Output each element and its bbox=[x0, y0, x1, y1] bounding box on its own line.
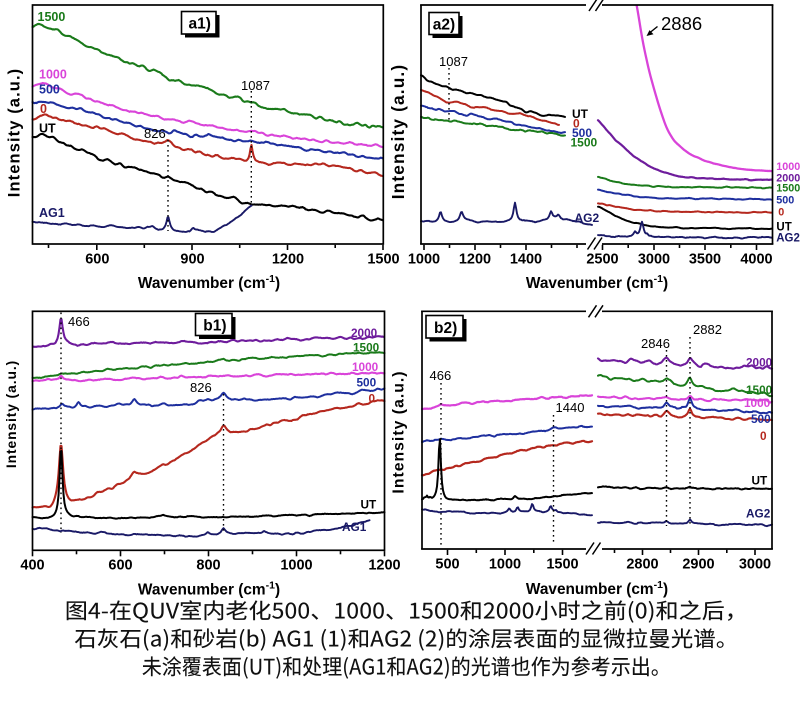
svg-text:b2): b2) bbox=[434, 320, 457, 337]
svg-text:3500: 3500 bbox=[689, 252, 721, 268]
svg-text:0: 0 bbox=[573, 117, 580, 131]
svg-text:500: 500 bbox=[751, 412, 771, 426]
svg-text:2000: 2000 bbox=[776, 172, 800, 184]
svg-text:2846: 2846 bbox=[641, 336, 670, 351]
svg-text:1500: 1500 bbox=[367, 252, 399, 268]
svg-text:600: 600 bbox=[108, 558, 132, 574]
svg-text:UT: UT bbox=[39, 122, 56, 136]
svg-text:UT: UT bbox=[776, 221, 791, 233]
svg-text:1400: 1400 bbox=[510, 252, 542, 268]
svg-text:1087: 1087 bbox=[241, 78, 270, 93]
svg-text:500: 500 bbox=[572, 126, 592, 140]
svg-text:1440: 1440 bbox=[556, 400, 585, 415]
svg-text:Wavenumber (cm-1): Wavenumber (cm-1) bbox=[526, 273, 668, 292]
svg-text:1000: 1000 bbox=[408, 252, 440, 268]
svg-text:1000: 1000 bbox=[39, 68, 67, 82]
svg-text:AG1: AG1 bbox=[39, 206, 65, 220]
svg-text:1000: 1000 bbox=[776, 161, 800, 173]
svg-text:1200: 1200 bbox=[368, 558, 400, 574]
svg-text:2000: 2000 bbox=[351, 326, 378, 340]
svg-text:2886: 2886 bbox=[661, 13, 702, 34]
svg-text:4000: 4000 bbox=[740, 252, 772, 268]
svg-text:2800: 2800 bbox=[626, 557, 658, 573]
svg-text:1000: 1000 bbox=[352, 360, 379, 374]
svg-text:AG1: AG1 bbox=[342, 520, 367, 534]
svg-text:466: 466 bbox=[68, 314, 90, 329]
svg-text:1000: 1000 bbox=[744, 396, 771, 410]
svg-text:Intensity (a.u.): Intensity (a.u.) bbox=[391, 370, 408, 493]
svg-text:600: 600 bbox=[85, 252, 109, 268]
svg-text:826: 826 bbox=[144, 126, 166, 141]
svg-text:1500: 1500 bbox=[38, 10, 66, 24]
svg-text:UT: UT bbox=[752, 474, 769, 488]
svg-text:a2): a2) bbox=[433, 17, 455, 34]
svg-text:UT: UT bbox=[361, 498, 378, 512]
svg-text:1500: 1500 bbox=[746, 383, 773, 397]
svg-text:Intensity (a.u.): Intensity (a.u.) bbox=[4, 360, 19, 468]
svg-text:3000: 3000 bbox=[739, 557, 771, 573]
svg-text:500: 500 bbox=[435, 557, 459, 573]
svg-text:Intensity (a.u.): Intensity (a.u.) bbox=[388, 64, 408, 200]
svg-text:Wavenumber (cm-1): Wavenumber (cm-1) bbox=[526, 579, 668, 598]
svg-text:500: 500 bbox=[776, 195, 794, 207]
svg-text:0: 0 bbox=[40, 102, 47, 116]
svg-text:1087: 1087 bbox=[439, 54, 468, 69]
svg-text:0: 0 bbox=[760, 429, 767, 443]
svg-text:1000: 1000 bbox=[280, 558, 312, 574]
svg-text:1500: 1500 bbox=[571, 136, 598, 150]
svg-text:1200: 1200 bbox=[272, 252, 304, 268]
svg-text:Intensity (a.u.): Intensity (a.u.) bbox=[6, 68, 24, 197]
svg-text:Wavenumber (cm-1): Wavenumber (cm-1) bbox=[138, 273, 280, 292]
svg-text:500: 500 bbox=[357, 376, 377, 390]
svg-text:AG2: AG2 bbox=[776, 233, 800, 245]
svg-text:500: 500 bbox=[39, 83, 60, 97]
svg-text:0: 0 bbox=[778, 207, 784, 219]
svg-text:b1): b1) bbox=[203, 318, 226, 335]
svg-text:900: 900 bbox=[180, 252, 204, 268]
svg-text:Wavenumber (cm-1): Wavenumber (cm-1) bbox=[138, 580, 280, 599]
svg-text:1200: 1200 bbox=[459, 252, 491, 268]
svg-text:2500: 2500 bbox=[586, 252, 618, 268]
svg-text:AG2: AG2 bbox=[746, 507, 771, 521]
svg-text:1500: 1500 bbox=[776, 183, 800, 195]
svg-text:2000: 2000 bbox=[746, 356, 773, 370]
svg-text:AG2: AG2 bbox=[575, 211, 600, 225]
svg-text:1500: 1500 bbox=[546, 557, 578, 573]
svg-text:2900: 2900 bbox=[682, 557, 714, 573]
svg-text:466: 466 bbox=[430, 368, 452, 383]
svg-text:2882: 2882 bbox=[693, 322, 722, 337]
svg-text:UT: UT bbox=[572, 107, 589, 121]
svg-text:1500: 1500 bbox=[353, 341, 380, 355]
svg-text:0: 0 bbox=[369, 392, 376, 406]
svg-text:826: 826 bbox=[190, 380, 212, 395]
svg-text:400: 400 bbox=[20, 558, 44, 574]
svg-text:3000: 3000 bbox=[638, 252, 670, 268]
svg-text:1000: 1000 bbox=[489, 557, 521, 573]
svg-text:a1): a1) bbox=[189, 16, 211, 33]
svg-text:800: 800 bbox=[196, 558, 220, 574]
